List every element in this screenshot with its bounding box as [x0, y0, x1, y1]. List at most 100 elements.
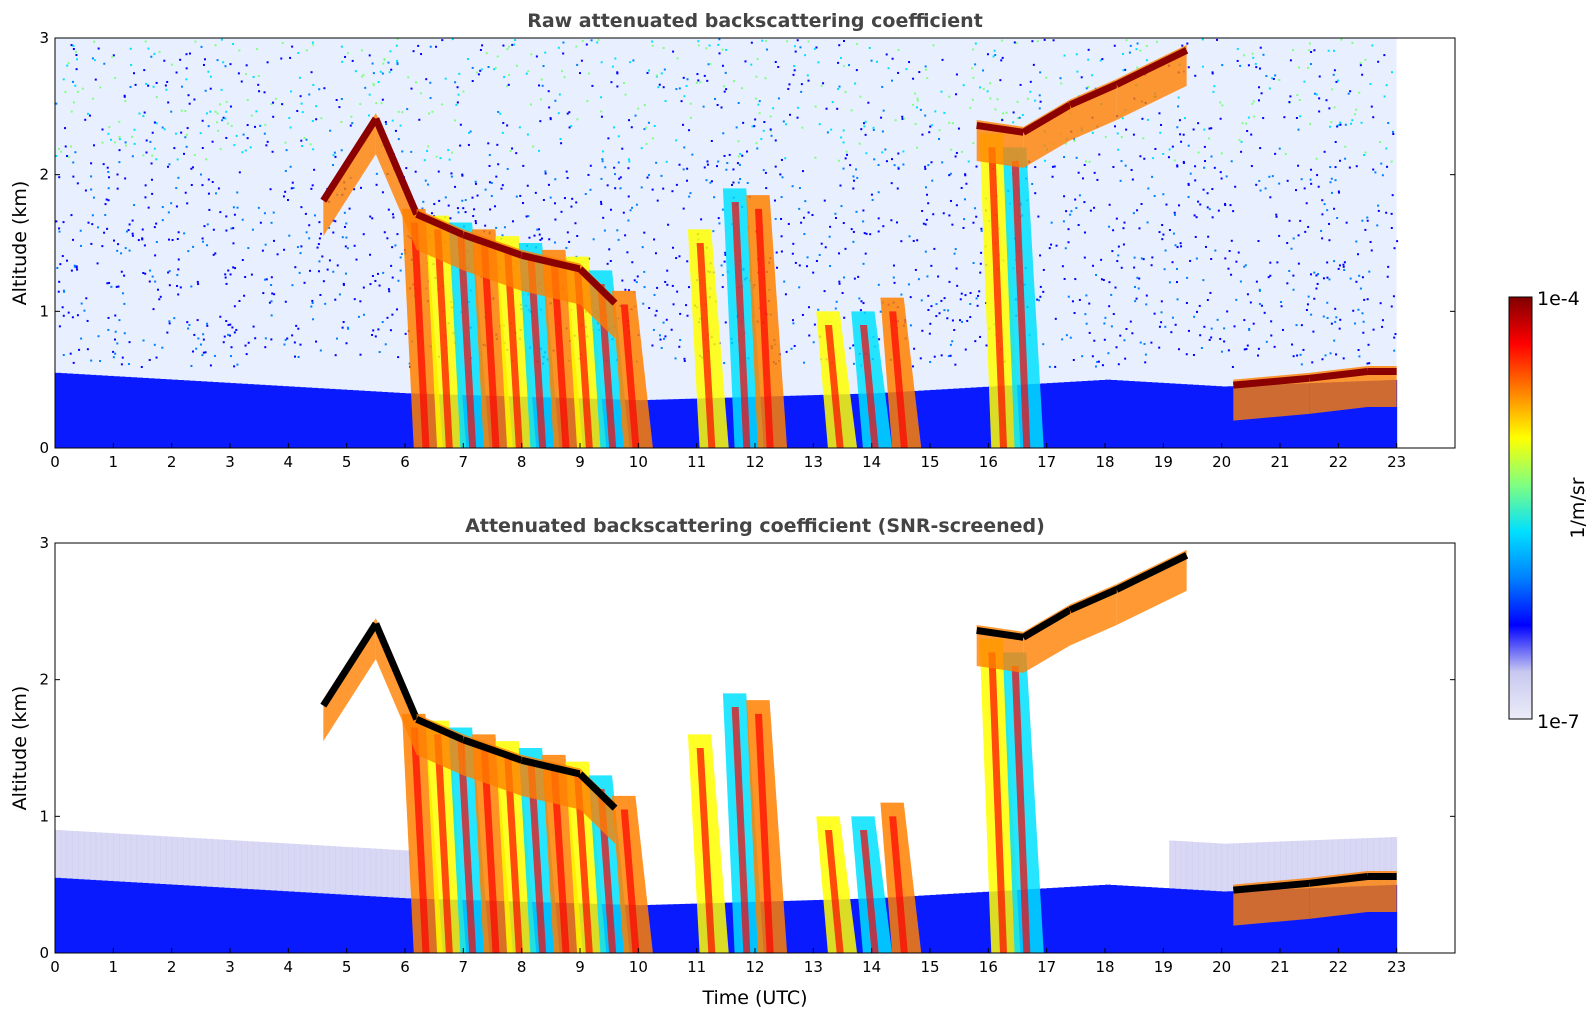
noise-pixel [619, 187, 622, 190]
noise-pixel [1390, 160, 1393, 163]
noise-pixel [155, 222, 158, 225]
noise-pixel [1211, 71, 1214, 74]
noise-pixel [1390, 227, 1393, 230]
boundary-layer-column [375, 391, 383, 448]
noise-pixel [104, 203, 107, 206]
noise-pixel [689, 102, 692, 105]
noise-pixel [1270, 77, 1273, 80]
noise-pixel [892, 276, 895, 279]
noise-pixel [1064, 142, 1067, 145]
noise-pixel [431, 110, 434, 113]
haze-column [253, 841, 260, 890]
noise-pixel [123, 274, 126, 277]
noise-pixel [1036, 298, 1039, 301]
noise-pixel [885, 160, 888, 163]
boundary-layer-column [813, 395, 820, 448]
boundary-layer-column [1355, 381, 1363, 448]
noise-pixel [1278, 234, 1281, 237]
haze-column [107, 833, 114, 881]
noise-pixel [257, 75, 260, 78]
noise-pixel [549, 117, 552, 120]
noise-pixel [852, 230, 855, 233]
haze-column [667, 856, 674, 905]
noise-pixel [264, 346, 267, 349]
noise-pixel [606, 262, 609, 265]
noise-pixel [72, 44, 75, 47]
noise-pixel [225, 320, 228, 323]
noise-pixel [1281, 328, 1284, 331]
noise-pixel [238, 49, 241, 52]
noise-pixel [560, 142, 563, 145]
noise-pixel [826, 131, 829, 134]
fall-streak-core [1011, 666, 1031, 953]
boundary-layer-column [1379, 885, 1386, 953]
noise-pixel [454, 185, 457, 188]
noise-pixel [977, 294, 980, 297]
noise-pixel [590, 39, 593, 42]
noise-pixel [1119, 179, 1122, 182]
boundary-layer-column [1227, 891, 1234, 953]
haze-column [930, 847, 937, 895]
noise-pixel [1194, 74, 1197, 77]
noise-pixel [980, 229, 983, 232]
noise-pixel [1160, 123, 1163, 126]
noise-pixel [1331, 88, 1334, 91]
noise-pixel [930, 305, 933, 308]
noise-pixel [867, 101, 870, 104]
noise-pixel [1289, 95, 1292, 98]
noise-pixel [1071, 300, 1074, 303]
noise-pixel [702, 105, 705, 108]
noise-pixel [652, 328, 655, 331]
noise-pixel [1093, 206, 1096, 209]
noise-pixel [151, 154, 154, 157]
noise-pixel [924, 114, 927, 117]
noise-pixel [687, 286, 690, 289]
noise-pixel [271, 292, 274, 295]
noise-pixel [170, 63, 173, 66]
noise-pixel [1233, 325, 1236, 328]
noise-pixel [938, 312, 941, 315]
boundary-layer-column [1046, 383, 1053, 448]
noise-pixel [664, 100, 667, 103]
noise-pixel [1176, 165, 1179, 168]
noise-pixel [1300, 324, 1303, 327]
noise-pixel [585, 43, 588, 46]
noise-pixel [1377, 60, 1380, 63]
noise-pixel [773, 199, 776, 202]
noise-pixel [1270, 320, 1273, 323]
haze-column [171, 836, 178, 885]
noise-pixel [754, 97, 757, 100]
noise-pixel [148, 358, 151, 361]
boundary-layer-column [370, 391, 377, 448]
haze-column [848, 851, 855, 900]
noise-pixel [1361, 312, 1364, 315]
noise-pixel [479, 69, 482, 72]
boundary-layer-column [1385, 380, 1392, 448]
haze-column [1163, 840, 1170, 889]
noise-pixel [558, 93, 561, 96]
boundary-layer-column [154, 883, 161, 953]
noise-pixel [1120, 266, 1123, 269]
noise-pixel [176, 237, 179, 240]
noise-pixel [1164, 249, 1167, 252]
boundary-layer-column [148, 378, 155, 448]
noise-pixel [233, 365, 236, 368]
noise-pixel [648, 306, 651, 309]
cloud-top-edge [1068, 586, 1119, 614]
noise-pixel [1113, 44, 1116, 47]
noise-pixel [320, 117, 323, 120]
boundary-layer-column [725, 902, 733, 953]
noise-pixel [1140, 202, 1143, 205]
noise-pixel [75, 265, 78, 268]
boundary-layer-column [200, 381, 208, 448]
noise-pixel [777, 65, 780, 68]
noise-pixel [1292, 237, 1295, 240]
noise-pixel [655, 75, 658, 78]
noise-pixel [806, 256, 809, 259]
noise-pixel [1133, 285, 1136, 288]
noise-pixel [1380, 162, 1383, 165]
noise-pixel [283, 343, 286, 346]
noise-pixel [1246, 344, 1249, 347]
boundary-layer-column [294, 891, 301, 953]
noise-pixel [362, 286, 365, 289]
